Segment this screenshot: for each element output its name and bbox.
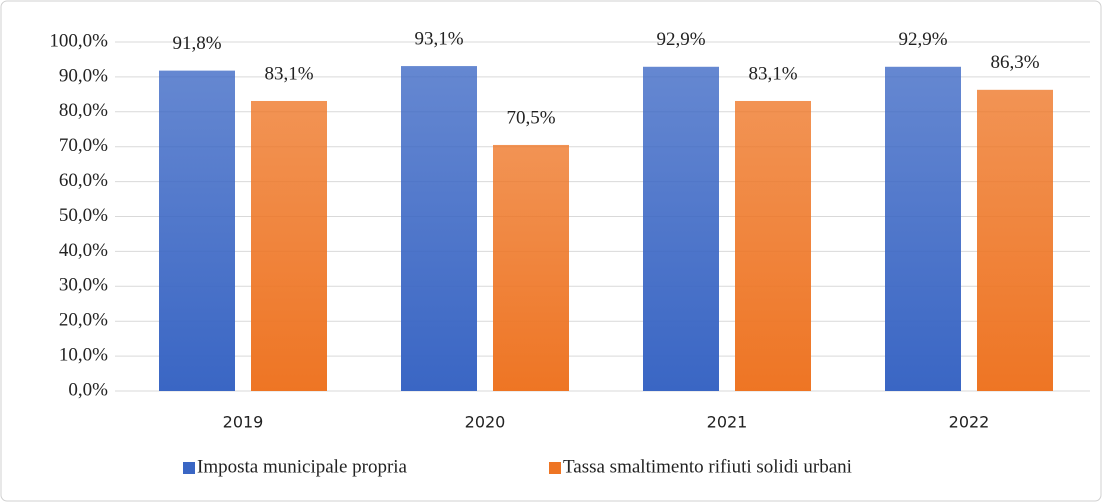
value-label: 70,5%: [506, 107, 555, 128]
legend-swatch: [549, 462, 561, 474]
bar: [885, 66, 961, 392]
value-label: 83,1%: [264, 63, 313, 84]
legend-swatch: [183, 462, 195, 474]
y-tick-label: 50,0%: [59, 205, 108, 226]
y-tick-label: 90,0%: [59, 65, 108, 86]
x-tick-label: 2021: [707, 413, 748, 432]
bar: [977, 89, 1053, 392]
bar: [493, 144, 569, 391]
value-label: 83,1%: [748, 63, 797, 84]
y-tick-label: 20,0%: [59, 310, 108, 331]
y-tick-label: 0,0%: [68, 379, 108, 400]
value-label: 86,3%: [990, 52, 1039, 73]
value-label: 92,9%: [898, 29, 947, 50]
y-tick-label: 10,0%: [59, 344, 108, 365]
bar: [643, 66, 719, 392]
bar: [735, 100, 811, 391]
y-tick-label: 30,0%: [59, 275, 108, 296]
bar: [251, 100, 327, 391]
bar: [401, 66, 477, 392]
y-tick-label: 60,0%: [59, 170, 108, 191]
legend-label: Imposta municipale propria: [197, 456, 408, 477]
value-label: 91,8%: [172, 33, 221, 54]
bar: [159, 70, 235, 392]
legend-label: Tassa smaltimento rifiuti solidi urbani: [563, 456, 852, 477]
y-tick-label: 100,0%: [49, 30, 108, 51]
x-tick-label: 2020: [465, 413, 506, 432]
y-tick-label: 80,0%: [59, 100, 108, 121]
y-tick-label: 40,0%: [59, 240, 108, 261]
y-tick-label: 70,0%: [59, 135, 108, 156]
x-tick-label: 2022: [949, 413, 990, 432]
x-tick-label: 2019: [223, 413, 264, 432]
value-label: 93,1%: [414, 28, 463, 49]
value-label: 92,9%: [656, 29, 705, 50]
